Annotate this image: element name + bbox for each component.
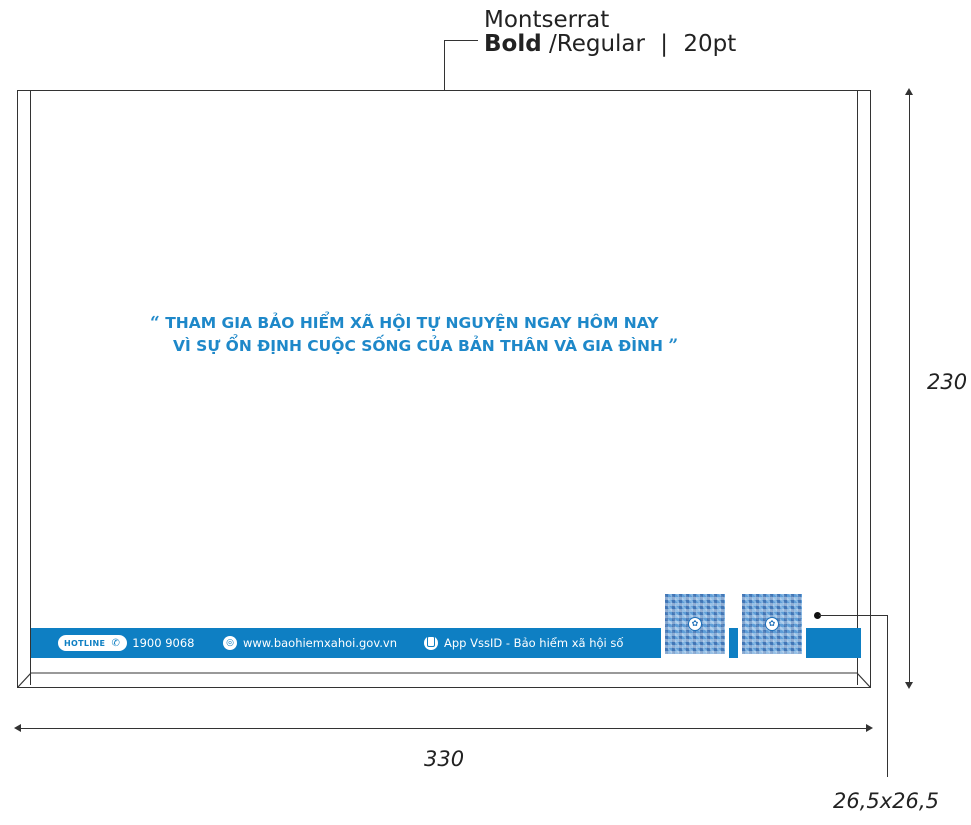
footer-bar: HOTLINE ✆ 1900 9068 ◎ www.baohiemxahoi.g… <box>31 628 861 658</box>
font-weight-size-label: Bold /Regular | 20pt <box>484 32 736 56</box>
envelope-fold-right <box>857 90 858 685</box>
slogan-line-2: VÌ SỰ ỔN ĐỊNH CUỘC SỐNG CỦA BẢN THÂN VÀ … <box>150 335 790 358</box>
qr-code-2: ✿ <box>738 590 806 658</box>
qr-code-1: ✿ <box>661 590 729 658</box>
vss-logo-icon: ✿ <box>765 617 779 631</box>
font-weight-bold: Bold <box>484 31 542 58</box>
slogan-line-1: “ THAM GIA BẢO HIỂM XÃ HỘI TỰ NGUYỆN NGA… <box>150 312 790 335</box>
font-separator: | <box>660 31 669 58</box>
open-quote-icon: “ <box>150 313 160 333</box>
font-leader-horizontal <box>444 40 478 41</box>
website-text: www.baohiemxahoi.gov.vn <box>243 636 397 650</box>
arrow-down-icon <box>905 682 913 689</box>
app-item: App VssID - Bảo hiểm xã hội số <box>424 628 623 658</box>
qr-size-label: 26,5x26,5 <box>833 789 939 813</box>
qr-leader-vertical <box>887 615 888 777</box>
arrow-left-icon <box>14 724 21 732</box>
height-label: 230 <box>927 370 968 394</box>
app-text: App VssID - Bảo hiểm xã hội số <box>444 636 624 650</box>
qr-pattern <box>665 594 725 654</box>
mobile-icon <box>424 636 438 650</box>
slogan: “ THAM GIA BẢO HIỂM XÃ HỘI TỰ NGUYỆN NGA… <box>150 312 790 358</box>
qr-leader-horizontal <box>819 615 887 616</box>
vss-logo-icon: ✿ <box>688 617 702 631</box>
hotline-badge-label: HOTLINE <box>64 638 106 648</box>
font-family-label: Montserrat <box>484 7 610 33</box>
font-annotation: Montserrat Bold /Regular | 20pt <box>484 8 736 56</box>
slogan-text-2: VÌ SỰ ỔN ĐỊNH CUỘC SỐNG CỦA BẢN THÂN VÀ … <box>173 337 664 355</box>
website-item: ◎ www.baohiemxahoi.gov.vn <box>223 628 397 658</box>
phone-icon: ✆ <box>108 635 124 651</box>
width-dimension-line <box>18 728 870 729</box>
arrow-right-icon <box>866 724 873 732</box>
font-size-label: 20pt <box>683 31 737 58</box>
arrow-up-icon <box>905 88 913 95</box>
envelope-outline <box>17 90 871 688</box>
slogan-text-1: THAM GIA BẢO HIỂM XÃ HỘI TỰ NGUYỆN NGAY … <box>165 314 659 332</box>
hotline-item: HOTLINE ✆ 1900 9068 <box>58 628 195 658</box>
height-dimension-line <box>909 92 910 686</box>
qr-leader-dot <box>814 612 821 619</box>
phone-number: 1900 9068 <box>132 636 195 650</box>
font-weight-regular: /Regular <box>549 31 645 58</box>
globe-icon: ◎ <box>223 636 237 650</box>
close-quote-icon: ” <box>668 336 679 356</box>
hotline-badge: HOTLINE ✆ <box>58 635 128 651</box>
width-label: 330 <box>424 747 465 771</box>
envelope-fold-left <box>30 90 31 685</box>
envelope-bottom-flap <box>17 672 871 688</box>
